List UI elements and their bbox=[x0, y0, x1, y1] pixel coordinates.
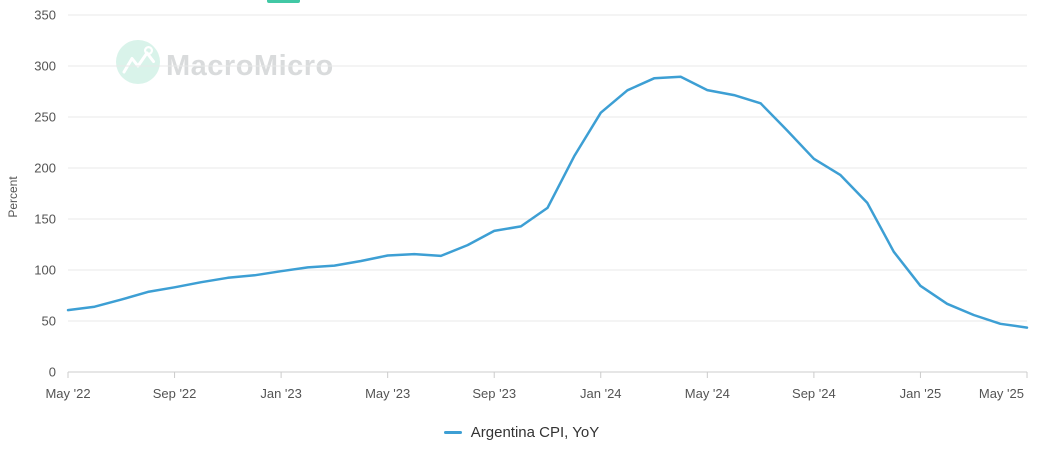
x-tick-label: Sep '23 bbox=[472, 386, 516, 401]
y-tick-label: 150 bbox=[34, 212, 56, 227]
cpi-line-chart[interactable]: MacroMicro 0 50 100 150 200 250 300 350 May '22… bbox=[0, 0, 1043, 412]
y-tick-label: 100 bbox=[34, 263, 56, 278]
series-line-argentina-cpi-yoy[interactable] bbox=[66, 75, 1029, 329]
y-tick-label: 250 bbox=[34, 110, 56, 125]
y-axis-labels-layer: 0 50 100 150 200 250 300 350 bbox=[34, 8, 56, 380]
x-tick-label: May '25 bbox=[979, 386, 1024, 401]
y-tick-label: 350 bbox=[34, 8, 56, 23]
y-tick-label: 0 bbox=[49, 365, 56, 380]
y-tick-label: 50 bbox=[42, 314, 56, 329]
active-tab-indicator bbox=[267, 0, 300, 3]
watermark: MacroMicro bbox=[116, 40, 333, 84]
x-tick-label: May '24 bbox=[685, 386, 730, 401]
watermark-circle bbox=[116, 40, 160, 84]
x-tick-label: Sep '24 bbox=[792, 386, 836, 401]
x-tick-label: May '22 bbox=[45, 386, 90, 401]
x-axis-labels-layer: May '22 Sep '22 Jan '23 May '23 Sep '23 Jan '… bbox=[45, 386, 1024, 401]
y-tick-label: 300 bbox=[34, 59, 56, 74]
x-tick-label: Jan '24 bbox=[580, 386, 622, 401]
legend-label: Argentina CPI, YoY bbox=[470, 423, 600, 441]
x-tick-label: Jan '25 bbox=[900, 386, 942, 401]
x-tick-label: Sep '22 bbox=[153, 386, 197, 401]
x-axis-layer bbox=[67, 372, 1028, 378]
chart-legend: Argentina CPI, YoY bbox=[0, 420, 1043, 444]
legend-line-marker-icon bbox=[443, 430, 462, 434]
y-tick-label: 200 bbox=[34, 161, 56, 176]
y-axis-title: Percent bbox=[6, 176, 20, 218]
legend-item-argentina-cpi-yoy[interactable]: Argentina CPI, YoY bbox=[443, 423, 600, 441]
x-tick-label: Jan '23 bbox=[260, 386, 302, 401]
x-tick-label: May '23 bbox=[365, 386, 410, 401]
gridlines-layer bbox=[68, 14, 1027, 373]
series-layer bbox=[66, 75, 1029, 329]
